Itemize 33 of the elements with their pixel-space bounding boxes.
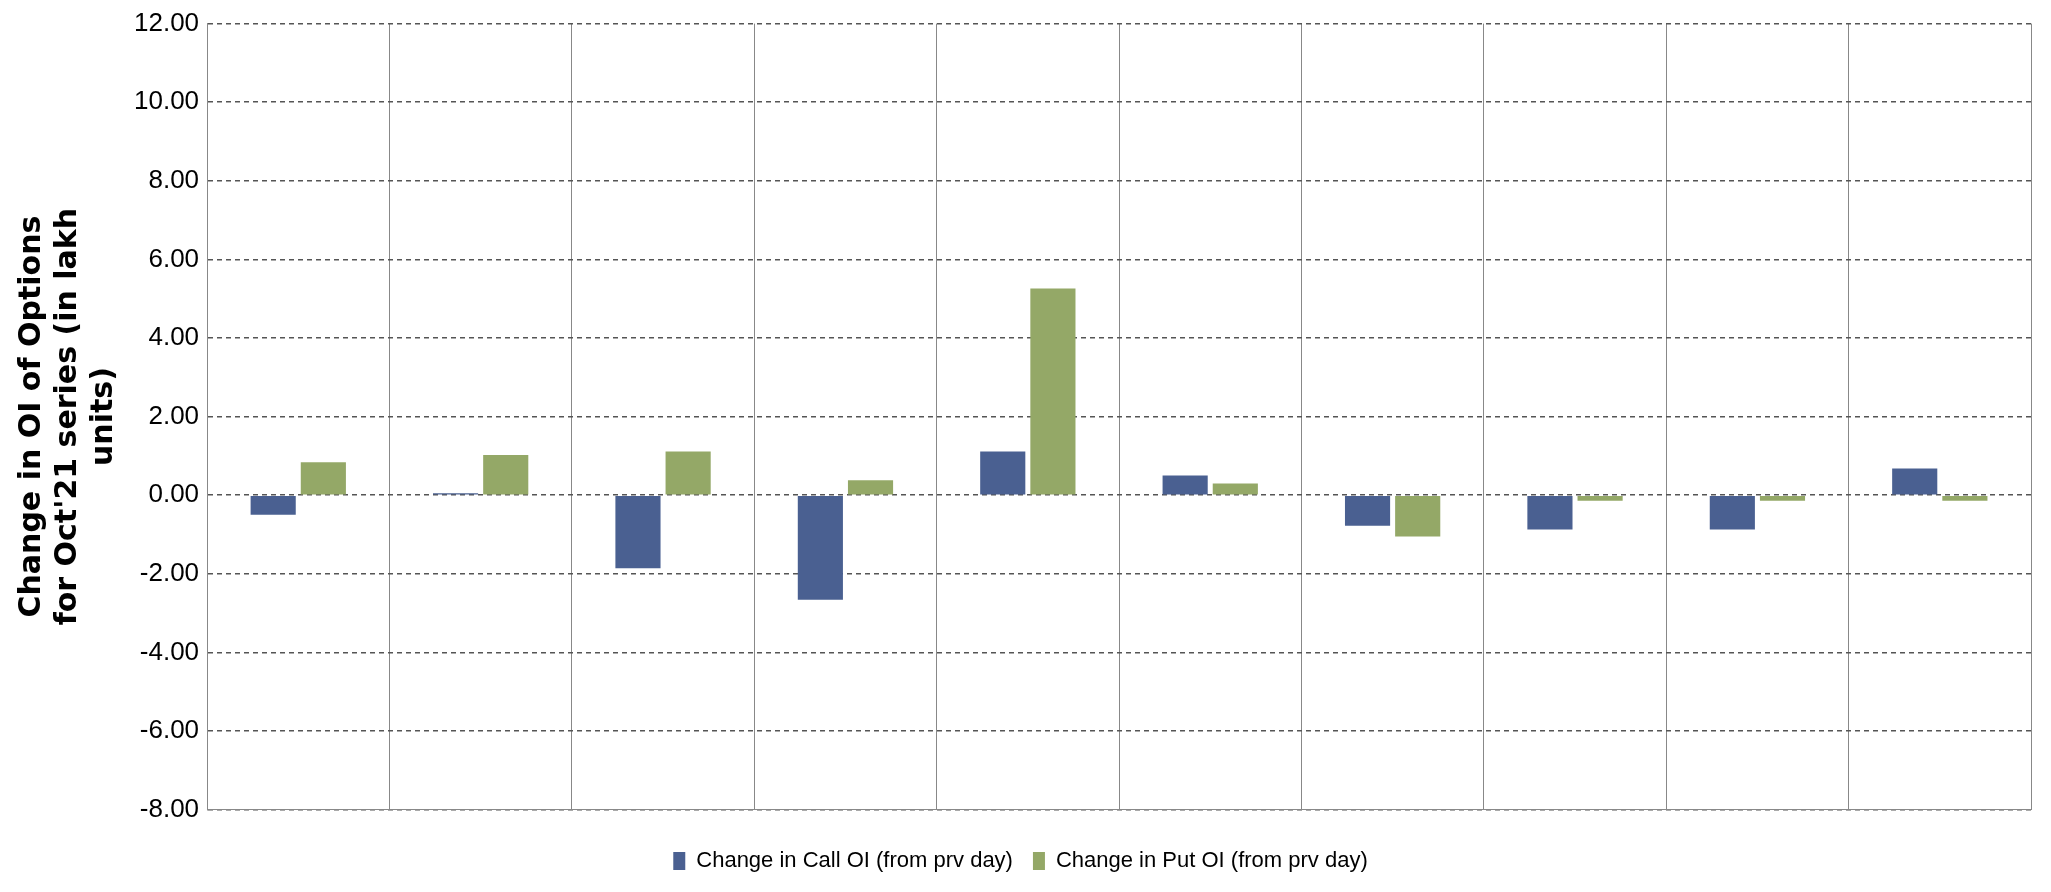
bar: [980, 451, 1026, 495]
y-tick-label: -4.00: [139, 635, 200, 666]
bar: [1162, 475, 1208, 495]
y-tick-label: -2.00: [139, 556, 200, 587]
y-tick-label: -6.00: [139, 714, 200, 745]
y-tick-label: -8.00: [139, 792, 200, 823]
bar: [665, 451, 711, 495]
bar: [797, 495, 843, 600]
bar: [1030, 288, 1076, 495]
y-tick-label: 2.00: [148, 399, 200, 430]
y-tick-label: 4.00: [148, 321, 200, 352]
bar: [1527, 495, 1573, 530]
y-axis-title: Change in OI of Options for Oct'21 series (in lakh units): [11, 207, 119, 626]
legend-label: Change in Put OI (from prv day): [1055, 847, 1368, 873]
bar: [847, 480, 894, 495]
y-tick-label: 0.00: [148, 478, 200, 509]
bar: [250, 495, 296, 515]
y-tick-label: 12.00: [133, 6, 200, 37]
bar: [483, 455, 529, 495]
bar: [1709, 495, 1755, 530]
bar: [1942, 495, 1988, 501]
bar: [1759, 495, 1806, 501]
y-tick-label: 10.00: [133, 85, 200, 116]
bar: [1212, 483, 1258, 495]
bar: [615, 495, 661, 569]
y-tick-label: 8.00: [148, 163, 200, 194]
bar: [1344, 495, 1391, 526]
bar: [300, 462, 346, 495]
y-tick-label: 6.00: [148, 242, 200, 273]
bar: [1395, 495, 1441, 537]
legend-label: Change in Call OI (from prv day): [696, 847, 1013, 873]
bar: [1577, 495, 1623, 501]
bar: [1892, 468, 1938, 495]
